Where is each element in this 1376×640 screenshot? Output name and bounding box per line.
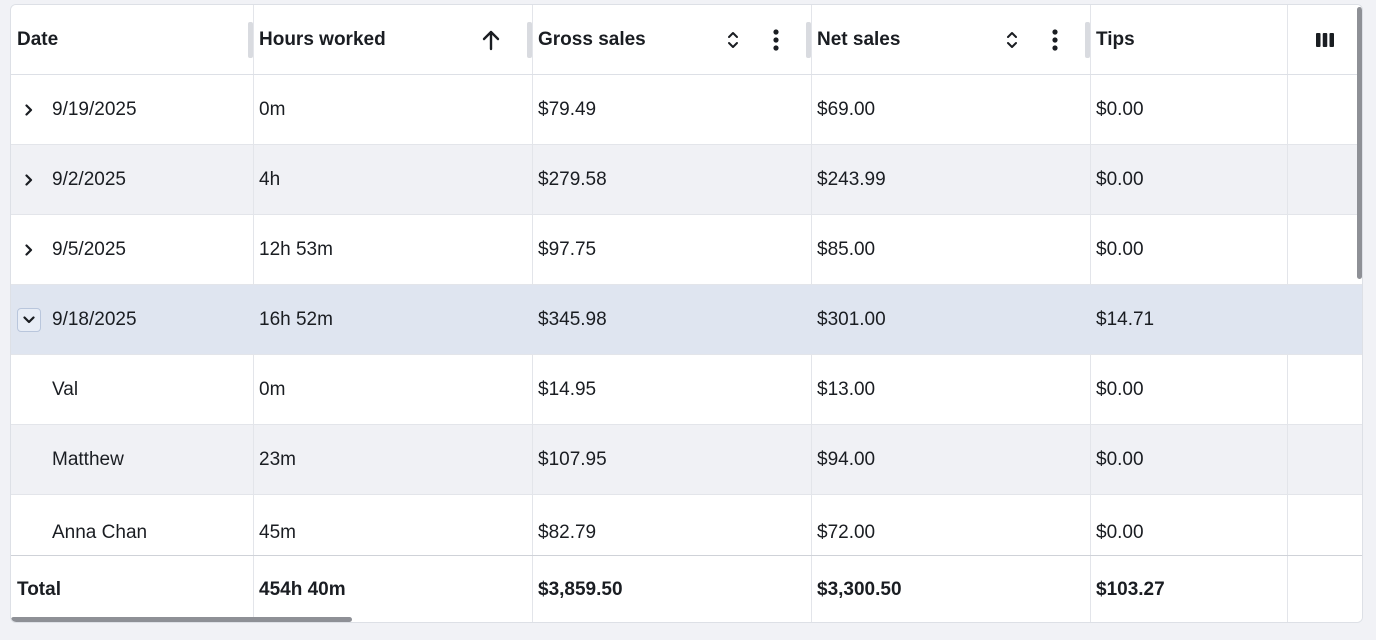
table-row-child[interactable]: Matthew 23m $107.95 $94.00 $0.00 bbox=[11, 425, 1362, 495]
date-value: 9/18/2025 bbox=[52, 308, 137, 330]
empty-cell bbox=[1288, 285, 1362, 354]
tips-cell: $0.00 bbox=[1091, 215, 1288, 284]
sort-unsorted-icon[interactable] bbox=[1002, 28, 1022, 52]
tips-cell: $0.00 bbox=[1091, 355, 1288, 424]
chevron-right-icon bbox=[25, 103, 33, 116]
chevron-down-icon bbox=[23, 315, 35, 323]
table-row-selected[interactable]: 9/18/2025 16h 52m $345.98 $301.00 $14.71 bbox=[11, 285, 1362, 355]
tips-cell: $14.71 bbox=[1096, 308, 1155, 330]
tips-cell: $0.00 bbox=[1091, 145, 1288, 214]
date-cell: 9/19/2025 bbox=[11, 75, 254, 144]
total-tips: $103.27 bbox=[1091, 556, 1288, 622]
total-gross: $3,859.50 bbox=[533, 556, 812, 622]
hours-cell: 4h bbox=[254, 145, 533, 214]
grid-header: Date Hours worked Gross sales Net sales bbox=[11, 5, 1362, 75]
sales-data-grid: Date Hours worked Gross sales Net sales bbox=[10, 4, 1363, 623]
column-header-hours-label: Hours worked bbox=[259, 28, 386, 50]
hours-cell: 16h 52m bbox=[259, 308, 333, 330]
horizontal-scrollbar[interactable] bbox=[11, 617, 352, 622]
date-value: 9/19/2025 bbox=[52, 98, 137, 120]
sort-ascending-icon[interactable] bbox=[481, 28, 501, 52]
column-header-gross[interactable]: Gross sales bbox=[527, 5, 812, 74]
table-row-child[interactable]: Val 0m $14.95 $13.00 $0.00 bbox=[11, 355, 1362, 425]
column-resize-handle[interactable] bbox=[527, 22, 532, 58]
expand-row-button[interactable] bbox=[17, 98, 41, 122]
net-cell: $243.99 bbox=[812, 145, 1091, 214]
tips-cell: $0.00 bbox=[1091, 75, 1288, 144]
hours-cell: 45m bbox=[254, 495, 533, 555]
column-header-date-label: Date bbox=[17, 28, 59, 50]
date-cell: 9/5/2025 bbox=[11, 215, 254, 284]
empty-cell bbox=[1288, 495, 1362, 555]
gross-cell: $79.49 bbox=[533, 75, 812, 144]
table-row[interactable]: 9/5/2025 12h 53m $97.75 $85.00 $0.00 bbox=[11, 215, 1362, 285]
total-net: $3,300.50 bbox=[812, 556, 1091, 622]
sort-unsorted-icon[interactable] bbox=[723, 28, 743, 52]
net-cell: $72.00 bbox=[812, 495, 1091, 555]
empty-cell bbox=[1288, 556, 1362, 622]
net-cell: $94.00 bbox=[812, 425, 1091, 494]
hours-cell: 0m bbox=[254, 75, 533, 144]
columns-icon[interactable] bbox=[1316, 33, 1334, 47]
column-header-tips[interactable]: Tips bbox=[1085, 5, 1288, 74]
empty-cell bbox=[1288, 425, 1362, 494]
expand-row-button[interactable] bbox=[17, 168, 41, 192]
empty-cell bbox=[1288, 75, 1362, 144]
kebab-menu-icon[interactable] bbox=[769, 27, 783, 53]
hours-cell: 12h 53m bbox=[254, 215, 533, 284]
column-header-date[interactable]: Date bbox=[11, 5, 254, 74]
column-header-hours[interactable]: Hours worked bbox=[248, 5, 533, 74]
expand-row-button[interactable] bbox=[17, 238, 41, 262]
column-resize-handle[interactable] bbox=[248, 22, 253, 58]
gross-cell: $107.95 bbox=[533, 425, 812, 494]
gross-cell: $279.58 bbox=[533, 145, 812, 214]
totals-label: Total bbox=[11, 556, 254, 622]
date-cell: 9/2/2025 bbox=[11, 145, 254, 214]
vertical-scrollbar[interactable] bbox=[1357, 7, 1362, 279]
gross-cell: $14.95 bbox=[533, 355, 812, 424]
column-header-gross-label: Gross sales bbox=[538, 28, 646, 50]
employee-cell: Val bbox=[11, 355, 254, 424]
table-row-child[interactable]: Anna Chan 45m $82.79 $72.00 $0.00 bbox=[11, 495, 1362, 555]
table-row[interactable]: 9/2/2025 4h $279.58 $243.99 $0.00 bbox=[11, 145, 1362, 215]
empty-cell bbox=[1288, 145, 1362, 214]
gross-cell: $345.98 bbox=[538, 308, 607, 330]
net-cell: $85.00 bbox=[812, 215, 1091, 284]
gross-cell: $97.75 bbox=[533, 215, 812, 284]
table-row[interactable]: 9/19/2025 0m $79.49 $69.00 $0.00 bbox=[11, 75, 1362, 145]
hours-cell: 23m bbox=[254, 425, 533, 494]
column-resize-handle[interactable] bbox=[1085, 22, 1090, 58]
column-header-net-label: Net sales bbox=[817, 28, 901, 50]
employee-cell: Matthew bbox=[11, 425, 254, 494]
date-value: 9/5/2025 bbox=[52, 238, 126, 260]
employee-cell: Anna Chan bbox=[11, 495, 254, 555]
date-value: 9/2/2025 bbox=[52, 168, 126, 190]
collapse-row-button[interactable] bbox=[17, 307, 41, 332]
date-cell: 9/18/2025 bbox=[11, 285, 254, 354]
empty-cell bbox=[1288, 215, 1362, 284]
total-hours: 454h 40m bbox=[254, 556, 533, 622]
tips-cell: $0.00 bbox=[1091, 495, 1288, 555]
hours-cell: 0m bbox=[254, 355, 533, 424]
column-header-tips-label: Tips bbox=[1096, 28, 1135, 50]
gross-cell: $82.79 bbox=[533, 495, 812, 555]
chevron-right-icon bbox=[25, 173, 33, 186]
tips-cell: $0.00 bbox=[1091, 425, 1288, 494]
column-resize-handle[interactable] bbox=[806, 22, 811, 58]
kebab-menu-icon[interactable] bbox=[1048, 27, 1062, 53]
net-cell: $301.00 bbox=[817, 308, 886, 330]
net-cell: $13.00 bbox=[812, 355, 1091, 424]
column-chooser[interactable] bbox=[1288, 5, 1362, 74]
net-cell: $69.00 bbox=[812, 75, 1091, 144]
totals-row: Total 454h 40m $3,859.50 $3,300.50 $103.… bbox=[11, 555, 1362, 622]
column-header-net[interactable]: Net sales bbox=[806, 5, 1091, 74]
chevron-right-icon bbox=[25, 243, 33, 256]
empty-cell bbox=[1288, 355, 1362, 424]
